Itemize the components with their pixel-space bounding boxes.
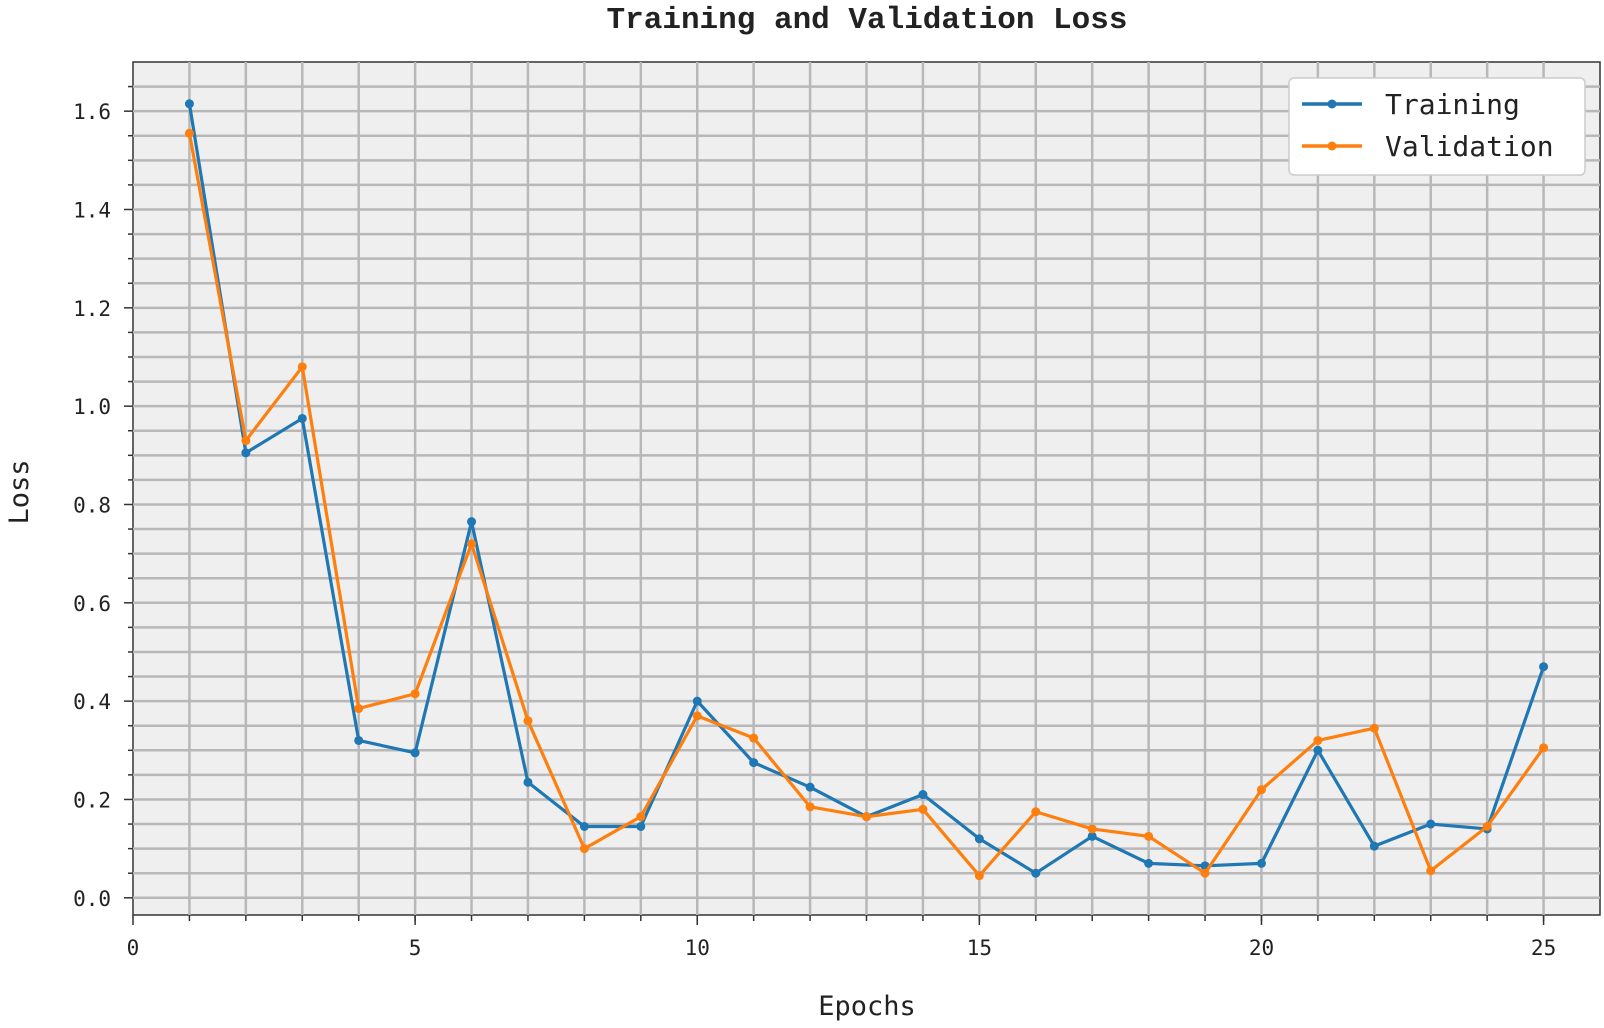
data-point-validation (1031, 807, 1041, 817)
legend-label-training: Training (1385, 88, 1520, 121)
series-layer (184, 99, 1549, 881)
data-point-validation (1369, 723, 1379, 733)
data-point-training (692, 696, 702, 706)
data-point-training (354, 735, 364, 745)
data-point-validation (1539, 743, 1549, 753)
data-point-training (579, 822, 589, 832)
data-point-validation (467, 539, 477, 549)
data-point-training (1369, 841, 1379, 851)
data-point-validation (1482, 822, 1492, 832)
data-point-training (1144, 858, 1154, 868)
data-point-training (1539, 662, 1549, 672)
y-tick-label: 1.0 (73, 395, 111, 419)
x-tick-label: 15 (967, 936, 992, 960)
chart-title: Training and Validation Loss (607, 3, 1128, 38)
data-point-training (297, 413, 307, 423)
data-point-validation (579, 844, 589, 854)
data-point-training (1313, 745, 1323, 755)
x-tick-label: 5 (409, 936, 422, 960)
data-point-training (974, 834, 984, 844)
data-point-validation (636, 812, 646, 822)
y-tick-label: 1.4 (73, 198, 111, 222)
data-point-validation (184, 128, 194, 138)
legend-marker-training (1327, 99, 1337, 109)
axis-ticks: 0 5 10 15 20 25 0.0 0.2 0.4 0.6 0.8 1.0 1.2 1.4 1.6 (73, 85, 1556, 960)
data-point-validation (1313, 735, 1323, 745)
data-point-validation (1426, 866, 1436, 876)
data-point-validation (974, 871, 984, 881)
data-point-validation (410, 689, 420, 699)
data-point-training (1426, 819, 1436, 829)
data-point-validation (1200, 868, 1210, 878)
y-tick-label: 0.4 (73, 690, 111, 714)
x-tick-label: 20 (1249, 936, 1274, 960)
series-validation (184, 128, 1549, 881)
data-point-validation (692, 711, 702, 721)
x-tick-label: 10 (685, 936, 710, 960)
legend-box (1288, 77, 1586, 176)
data-point-validation (918, 804, 928, 814)
y-tick-label: 1.2 (73, 297, 111, 321)
data-point-training (410, 748, 420, 758)
x-axis-label: Epochs (818, 991, 916, 1022)
data-point-validation (297, 362, 307, 372)
legend-marker-validation (1327, 141, 1337, 151)
data-point-validation (523, 716, 533, 726)
data-point-validation (1144, 831, 1154, 841)
data-point-training (523, 777, 533, 787)
x-tick-label: 25 (1531, 936, 1556, 960)
y-tick-label: 0.2 (73, 788, 111, 812)
data-point-training (241, 448, 251, 458)
legend: Training Validation (1288, 77, 1586, 176)
x-tick-label: 0 (127, 936, 140, 960)
data-point-training (636, 822, 646, 832)
legend-label-validation: Validation (1385, 130, 1554, 163)
data-point-validation (354, 704, 364, 714)
data-point-training (1031, 868, 1041, 878)
data-point-training (1256, 858, 1266, 868)
y-tick-label: 0.6 (73, 592, 111, 616)
data-point-training (918, 790, 928, 800)
y-tick-label: 1.6 (73, 100, 111, 124)
data-point-validation (749, 733, 759, 743)
data-point-validation (805, 802, 815, 812)
data-point-training (805, 782, 815, 792)
data-point-validation (1256, 785, 1266, 795)
data-point-validation (241, 436, 251, 446)
data-point-training (184, 99, 194, 109)
y-tick-label: 0.0 (73, 887, 111, 911)
data-point-validation (862, 812, 871, 822)
y-tick-label: 0.8 (73, 493, 111, 517)
data-point-validation (1087, 824, 1097, 834)
data-point-training (749, 758, 759, 768)
data-point-training (1087, 831, 1097, 841)
data-point-training (467, 517, 477, 527)
y-axis-label: Loss (4, 459, 35, 524)
